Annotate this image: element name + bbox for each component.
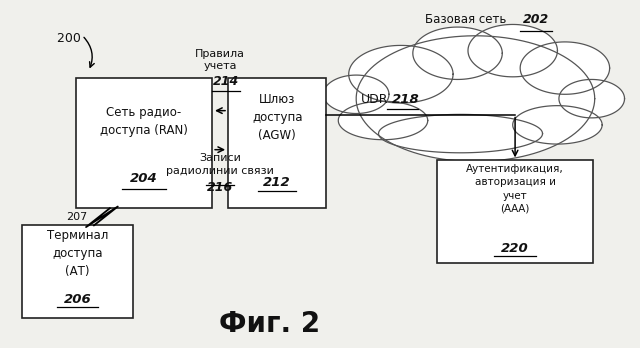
Polygon shape [349, 45, 453, 103]
FancyBboxPatch shape [22, 226, 133, 318]
Text: 214: 214 [213, 76, 239, 88]
Polygon shape [520, 42, 610, 94]
Polygon shape [559, 79, 625, 118]
Polygon shape [513, 106, 602, 144]
FancyBboxPatch shape [228, 78, 326, 208]
Text: Правила
учета: Правила учета [195, 49, 245, 71]
Text: Аутентификация,
авторизация и
учет
(ААА): Аутентификация, авторизация и учет (ААА) [466, 164, 564, 214]
Text: 200: 200 [57, 32, 84, 45]
Text: 212: 212 [263, 176, 291, 189]
Text: Фиг. 2: Фиг. 2 [219, 310, 320, 338]
Text: UDR: UDR [361, 93, 388, 106]
Text: Записи
радиолинии связи: Записи радиолинии связи [166, 153, 274, 175]
Text: 202: 202 [523, 13, 549, 26]
Polygon shape [323, 75, 389, 113]
Text: 220: 220 [501, 242, 529, 255]
Polygon shape [413, 27, 502, 79]
Polygon shape [356, 36, 595, 161]
Text: 207: 207 [67, 212, 88, 222]
Text: Базовая сеть: Базовая сеть [425, 13, 507, 26]
FancyBboxPatch shape [437, 160, 593, 263]
Polygon shape [468, 24, 557, 77]
Text: Терминал
доступа
(АТ): Терминал доступа (АТ) [47, 229, 108, 278]
Text: 206: 206 [63, 293, 91, 306]
Text: 216: 216 [207, 181, 233, 194]
Polygon shape [339, 101, 428, 140]
Polygon shape [378, 114, 543, 153]
Text: Сеть радио-
доступа (RAN): Сеть радио- доступа (RAN) [100, 105, 188, 136]
FancyBboxPatch shape [76, 78, 212, 208]
Text: 204: 204 [130, 172, 158, 185]
Text: 218: 218 [392, 93, 419, 106]
Text: Шлюз
доступа
(AGW): Шлюз доступа (AGW) [252, 93, 303, 142]
